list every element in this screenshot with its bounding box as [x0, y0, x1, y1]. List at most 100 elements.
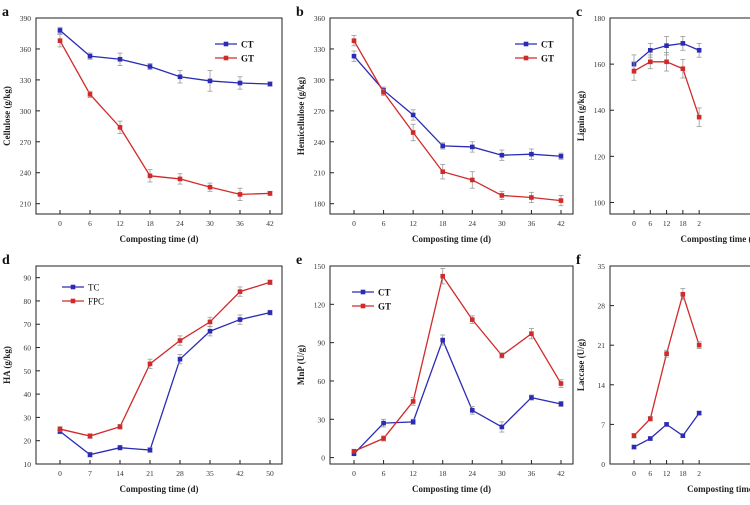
data-point	[664, 43, 669, 48]
data-point	[352, 54, 357, 59]
y-tick-label: 80	[24, 297, 32, 306]
data-point	[238, 289, 243, 294]
data-point	[268, 191, 273, 196]
x-axis-label: Composting time (d)	[412, 234, 491, 244]
y-tick-label: 30	[24, 413, 32, 422]
x-tick-label: 18	[439, 219, 447, 228]
data-point	[681, 433, 686, 438]
x-tick-label: 30	[206, 219, 214, 228]
data-point	[559, 198, 564, 203]
data-point	[268, 280, 273, 285]
y-tick-label: 270	[20, 138, 32, 147]
data-point	[500, 353, 505, 358]
y-axis-label: Lignin (g/kg)	[576, 91, 586, 141]
data-point	[118, 57, 123, 62]
data-point	[118, 445, 123, 450]
data-point	[559, 381, 564, 386]
data-point	[470, 145, 475, 150]
y-tick-label: 140	[594, 106, 606, 115]
data-point	[529, 195, 534, 200]
data-point	[470, 178, 475, 183]
y-tick-label: 21	[598, 341, 606, 350]
panel-letter: b	[296, 5, 304, 20]
y-tick-label: 360	[20, 45, 32, 54]
y-tick-label: 90	[24, 274, 32, 283]
y-axis-label: Laccase (U/g)	[576, 339, 586, 391]
x-tick-label: 36	[528, 219, 536, 228]
data-point	[352, 38, 357, 43]
data-point	[500, 425, 505, 430]
x-tick-label: 6	[648, 469, 652, 478]
y-tick-label: 40	[24, 390, 32, 399]
data-point	[352, 449, 357, 454]
legend-label: GT	[378, 302, 391, 312]
data-point	[178, 357, 183, 362]
series-line	[634, 413, 699, 447]
legend-label: CT	[378, 288, 391, 298]
legend-marker	[224, 56, 229, 61]
series-CT	[632, 411, 702, 450]
series-GT	[352, 36, 564, 206]
y-tick-label: 30	[318, 415, 326, 424]
data-point	[381, 436, 386, 441]
data-point	[529, 395, 534, 400]
y-tick-label: 120	[594, 152, 606, 161]
y-tick-label: 330	[314, 45, 326, 54]
x-tick-label: 42	[266, 219, 274, 228]
plot-frame	[330, 18, 573, 214]
x-axis-label: Composting time (d)	[681, 234, 750, 244]
x-tick-label: 24	[469, 219, 477, 228]
y-tick-label: 360	[314, 14, 326, 23]
x-tick-label: 6	[88, 219, 92, 228]
y-tick-label: 270	[314, 107, 326, 116]
data-point	[411, 420, 416, 425]
x-axis-label: Composting time (d)	[412, 484, 491, 494]
data-point	[238, 317, 243, 322]
x-axis-label: Composting time (d)	[120, 484, 199, 494]
data-point	[648, 48, 653, 53]
data-point	[238, 81, 243, 86]
data-point	[648, 436, 653, 441]
y-tick-label: 0	[601, 460, 605, 469]
x-tick-label: 0	[58, 219, 62, 228]
x-tick-label: 2	[697, 469, 701, 478]
data-point	[697, 343, 702, 348]
y-tick-label: 150	[314, 262, 326, 271]
x-tick-label: 42	[557, 219, 565, 228]
x-tick-label: 0	[632, 219, 636, 228]
x-tick-label: 50	[266, 469, 274, 478]
plot-frame	[330, 266, 573, 464]
data-point	[664, 422, 669, 427]
y-tick-label: 60	[318, 377, 326, 386]
data-point	[148, 174, 153, 179]
y-tick-label: 240	[314, 138, 326, 147]
data-point	[559, 154, 564, 159]
y-tick-label: 50	[24, 367, 32, 376]
y-tick-label: 300	[20, 107, 32, 116]
x-tick-label: 2	[697, 219, 701, 228]
x-tick-label: 18	[439, 469, 447, 478]
data-point	[664, 60, 669, 65]
x-tick-label: 24	[176, 219, 184, 228]
x-tick-label: 24	[469, 469, 477, 478]
data-point	[148, 448, 153, 453]
series-line	[354, 56, 561, 156]
data-point	[268, 310, 273, 315]
data-point	[681, 292, 686, 297]
data-point	[697, 48, 702, 53]
y-axis-label: MnP (U/g)	[296, 345, 306, 385]
data-point	[118, 125, 123, 130]
data-point	[381, 421, 386, 426]
y-tick-label: 330	[20, 76, 32, 85]
x-tick-label: 12	[409, 469, 417, 478]
legend-label: GT	[541, 54, 554, 64]
data-point	[148, 362, 153, 367]
legend-label: TC	[88, 283, 100, 293]
